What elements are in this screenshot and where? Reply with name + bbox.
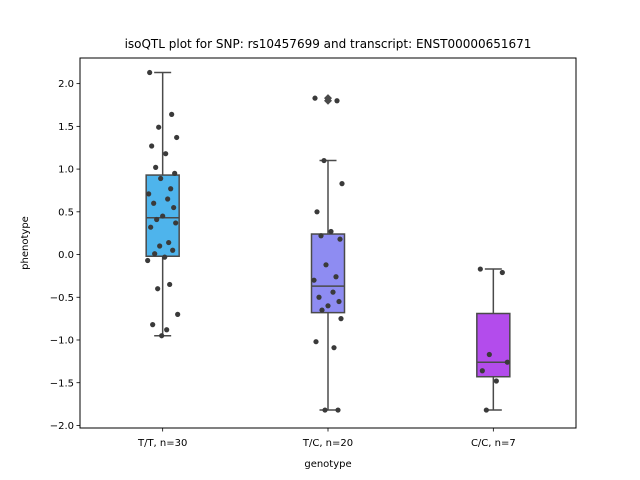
data-point (337, 236, 343, 242)
data-point (154, 216, 160, 223)
data-point (328, 228, 334, 235)
x-axis: T/T, n=30 T/C, n=20 C/C, n=7 (137, 428, 516, 449)
data-point (173, 220, 179, 226)
data-point (477, 266, 483, 272)
data-point (159, 333, 165, 339)
data-point (318, 233, 324, 239)
y-tick-label: −0.5 (50, 293, 74, 304)
y-tick-label: 2.0 (58, 79, 74, 90)
data-point (319, 307, 325, 313)
data-point (158, 175, 164, 182)
x-tick-label: T/T, n=30 (137, 438, 187, 449)
data-point (163, 151, 169, 157)
data-point (149, 143, 155, 149)
data-point (322, 407, 328, 413)
data-point (170, 247, 176, 253)
data-point (336, 298, 342, 305)
data-point (162, 254, 168, 260)
data-point (174, 134, 180, 141)
box-iqr (476, 312, 511, 378)
y-axis-label: phenotype (20, 216, 31, 270)
data-point (146, 191, 152, 197)
data-point (145, 257, 151, 264)
data-point (155, 286, 161, 292)
data-point (323, 262, 329, 268)
y-tick-label: 0.5 (58, 207, 74, 218)
y-tick-label: −2.0 (50, 421, 74, 432)
data-point (166, 239, 172, 246)
data-point (152, 251, 158, 257)
data-point (153, 164, 159, 170)
data-point (504, 359, 510, 365)
data-point (312, 95, 318, 101)
y-axis: 2.0 1.5 1.0 0.5 0.0 −0.5 −1.0 −1.5 −2.0 (50, 79, 80, 432)
x-tick-label: T/C, n=20 (302, 438, 353, 449)
data-point (148, 224, 154, 230)
data-point (335, 407, 341, 413)
data-point (334, 98, 340, 104)
data-point (499, 269, 505, 276)
y-tick-label: 1.0 (58, 165, 74, 176)
data-point (157, 243, 163, 249)
x-tick-label: C/C, n=7 (471, 438, 516, 449)
data-point (331, 345, 337, 351)
data-point (150, 322, 156, 328)
data-point (486, 351, 492, 358)
data-point (333, 274, 339, 280)
data-point (172, 170, 178, 176)
plot-marks (145, 69, 511, 413)
data-point (325, 303, 331, 309)
y-tick-label: −1.0 (50, 336, 74, 347)
data-point (479, 368, 485, 374)
y-tick-label: 1.5 (58, 122, 74, 133)
x-axis-label: genotype (304, 459, 351, 470)
data-point (483, 407, 489, 413)
data-point (311, 277, 317, 283)
data-point (169, 111, 175, 117)
data-point (151, 200, 157, 206)
data-point (171, 204, 177, 211)
data-point (168, 186, 174, 192)
data-point (165, 196, 171, 202)
data-point (316, 294, 322, 300)
y-tick-label: 0.0 (58, 250, 74, 261)
data-point (330, 289, 336, 295)
data-point (167, 281, 173, 288)
y-tick-label: −1.5 (50, 378, 74, 389)
data-point (493, 378, 499, 384)
outlier-marker (324, 96, 332, 105)
data-point (321, 157, 327, 164)
data-point (175, 311, 181, 317)
data-point (147, 69, 153, 76)
data-point (156, 124, 162, 130)
data-point (314, 209, 320, 215)
data-point (164, 327, 170, 333)
data-point (160, 213, 166, 219)
chart-title: isoQTL plot for SNP: rs10457699 and tran… (125, 37, 532, 51)
data-point (313, 339, 319, 345)
data-point (338, 316, 344, 322)
data-point (339, 181, 345, 187)
